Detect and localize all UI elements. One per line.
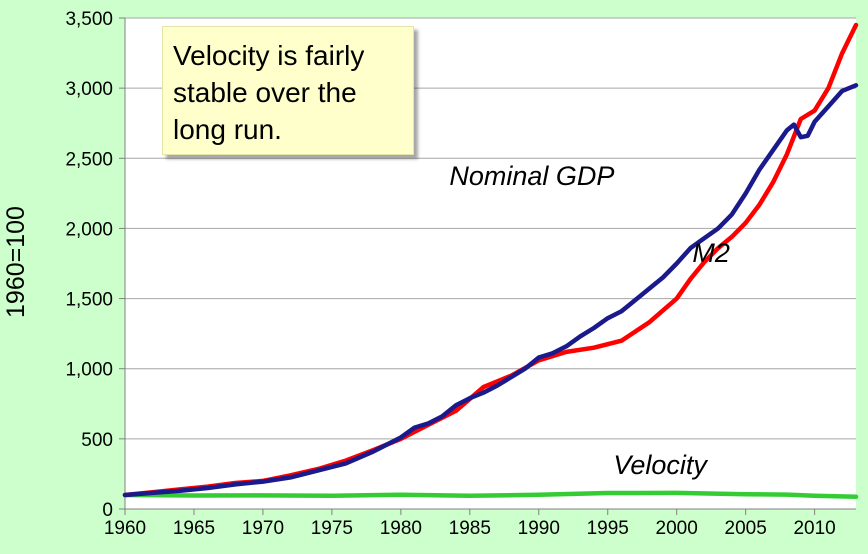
x-tick-label: 1995 bbox=[587, 518, 629, 539]
x-tick-label: 1980 bbox=[380, 518, 422, 539]
x-tick-label: 1970 bbox=[242, 518, 284, 539]
series-label-nominal-gdp: Nominal GDP bbox=[449, 161, 614, 191]
series-labels: Nominal GDP M2 Velocity bbox=[449, 161, 730, 480]
y-tick-label: 2,500 bbox=[65, 149, 113, 170]
x-tick-label: 1990 bbox=[518, 518, 560, 539]
x-tick-label: 1960 bbox=[104, 518, 146, 539]
y-tick-label: 0 bbox=[102, 500, 113, 521]
x-tick-label: 1985 bbox=[449, 518, 491, 539]
series-line-velocity bbox=[122, 490, 859, 499]
x-tick-label: 1975 bbox=[311, 518, 353, 539]
y-tick-label: 1,500 bbox=[65, 290, 113, 311]
x-tick-label: 2005 bbox=[725, 518, 767, 539]
annotation-callout: Velocity is fairly stable over the long … bbox=[162, 26, 414, 155]
axes: 0 500 1,000 1,500 2,000 2,500 3,000 3,500 1960 19… bbox=[65, 9, 856, 539]
y-tick-label: 1,000 bbox=[65, 360, 113, 381]
y-axis-title-group: 1960=100 bbox=[2, 206, 30, 318]
gridlines bbox=[125, 17, 856, 440]
series-label-velocity: Velocity bbox=[613, 450, 708, 480]
y-tick-label: 3,500 bbox=[65, 9, 113, 30]
series-lines bbox=[122, 22, 859, 499]
annotation-text: Velocity is fairly stable over the long … bbox=[173, 40, 365, 145]
series-label-m2: M2 bbox=[692, 238, 730, 268]
y-axis-title: 1960=100 bbox=[2, 206, 30, 318]
x-tick-label: 2010 bbox=[793, 518, 835, 539]
x-tick-label: 1965 bbox=[173, 518, 215, 539]
y-tick-label: 3,000 bbox=[65, 79, 113, 100]
y-tick-label: 2,000 bbox=[65, 219, 113, 240]
series-line-nominal-gdp bbox=[122, 83, 859, 498]
y-tick-label: 500 bbox=[81, 430, 113, 451]
x-tick-label: 2000 bbox=[656, 518, 698, 539]
